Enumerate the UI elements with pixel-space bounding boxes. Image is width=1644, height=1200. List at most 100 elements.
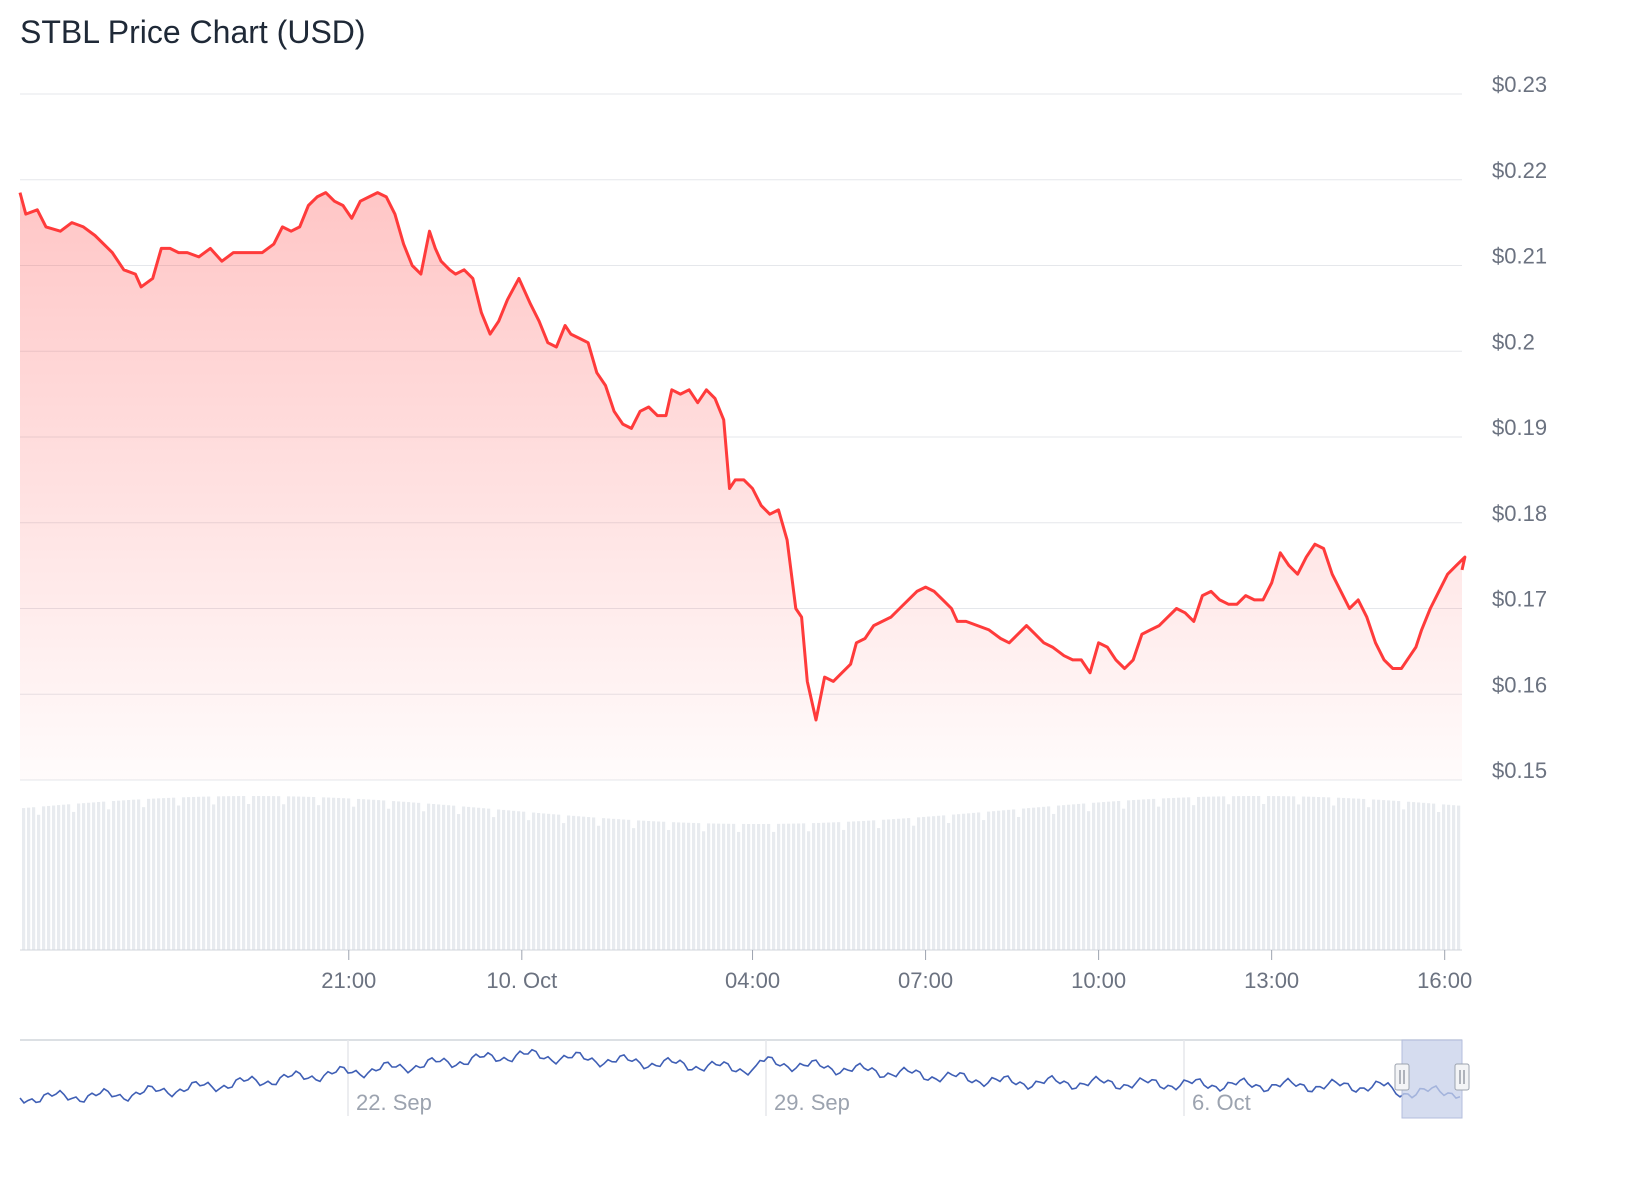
volume-bar xyxy=(427,803,431,950)
volume-bar xyxy=(257,796,261,950)
volume-bar xyxy=(917,817,921,950)
volume-bar xyxy=(1442,804,1446,950)
navigator-tick-label: 22. Sep xyxy=(356,1090,432,1115)
volume-bar xyxy=(142,807,146,950)
volume-bar xyxy=(1127,800,1131,950)
volume-bar xyxy=(392,801,396,950)
volume-bar xyxy=(912,825,916,950)
volume-bar xyxy=(447,805,451,950)
volume-bar xyxy=(1357,798,1361,950)
volume-bar xyxy=(707,823,711,950)
volume-bar xyxy=(837,822,841,950)
volume-bar xyxy=(682,822,686,950)
volume-bar xyxy=(657,821,661,950)
volume-bar xyxy=(57,805,61,950)
volume-bar xyxy=(1367,807,1371,950)
volume-bar xyxy=(1372,799,1376,950)
volume-bar xyxy=(1297,804,1301,950)
volume-bar xyxy=(237,796,241,950)
x-tick-label: 21:00 xyxy=(321,968,376,993)
volume-bar xyxy=(117,800,121,950)
volume-bar xyxy=(1192,805,1196,950)
volume-bar xyxy=(342,798,346,950)
volume-bar xyxy=(1327,797,1331,950)
volume-bar xyxy=(467,806,471,950)
volume-bar xyxy=(962,813,966,950)
volume-bar xyxy=(152,798,156,950)
volume-bar xyxy=(1207,796,1211,950)
volume-bar xyxy=(782,823,786,950)
volume-bar xyxy=(967,813,971,950)
volume-bar xyxy=(1097,802,1101,950)
volume-bar xyxy=(1052,813,1056,950)
x-tick-label: 10:00 xyxy=(1071,968,1126,993)
volume-bar xyxy=(787,823,791,950)
x-tick-label: 16:00 xyxy=(1417,968,1472,993)
volume-bar xyxy=(1392,800,1396,950)
volume-bar xyxy=(177,805,181,950)
x-tick-label: 04:00 xyxy=(725,968,780,993)
volume-bar xyxy=(1247,796,1251,950)
volume-bar xyxy=(62,804,66,950)
y-tick-label: $0.22 xyxy=(1492,158,1547,183)
volume-bar xyxy=(87,802,91,950)
volume-bar xyxy=(667,829,671,950)
volume-bar xyxy=(847,821,851,950)
volume-bar xyxy=(1202,796,1206,950)
volume-bar xyxy=(147,798,151,950)
volume-bar xyxy=(1432,803,1436,950)
volume-bar xyxy=(652,821,656,950)
volume-bar xyxy=(1087,811,1091,950)
volume-bar xyxy=(1232,796,1236,950)
volume-bar xyxy=(302,796,306,950)
volume-bar xyxy=(797,823,801,950)
volume-bar xyxy=(617,819,621,950)
navigator-line xyxy=(19,1048,1461,1104)
volume-bar xyxy=(472,807,476,950)
volume-bar xyxy=(497,809,501,950)
volume-bar xyxy=(957,814,961,950)
volume-bar xyxy=(1057,805,1061,950)
volume-bar xyxy=(197,796,201,950)
volume-bar xyxy=(1137,799,1141,950)
volume-bar xyxy=(437,804,441,950)
volume-bar xyxy=(112,800,116,950)
volume-bar xyxy=(1187,797,1191,950)
navigator-left-handle[interactable] xyxy=(1394,1063,1410,1091)
volume-bar xyxy=(382,800,386,950)
volume-bar xyxy=(352,806,356,950)
volume-bar xyxy=(807,831,811,950)
volume-bar xyxy=(1352,798,1356,950)
volume-bar xyxy=(1272,796,1276,950)
range-navigator[interactable]: 22. Sep 29. Sep 6. Oct xyxy=(19,1039,1470,1119)
volume-bar xyxy=(1337,797,1341,950)
volume-bar xyxy=(1422,802,1426,950)
navigator-selection[interactable] xyxy=(1401,1039,1463,1119)
volume-bar xyxy=(522,811,526,950)
y-axis-ticks: $0.23 $0.22 $0.21 $0.2 $0.19 $0.18 $0.17 $0.16 $… xyxy=(1492,72,1547,783)
volume-bar xyxy=(727,823,731,950)
volume-bar xyxy=(1252,796,1256,950)
volume-bar xyxy=(857,821,861,950)
volume-bar xyxy=(987,811,991,950)
volume-bar xyxy=(1197,796,1201,950)
y-tick-label: $0.18 xyxy=(1492,501,1547,526)
volume-bar xyxy=(1162,798,1166,950)
price-line[interactable] xyxy=(18,191,1467,722)
volume-bar xyxy=(1017,816,1021,950)
volume-bar xyxy=(562,823,566,950)
volume-bar xyxy=(777,823,781,950)
volume-bar xyxy=(97,802,101,950)
navigator-right-handle[interactable] xyxy=(1454,1063,1470,1091)
volume-bar xyxy=(687,822,691,950)
volume-bar xyxy=(297,796,301,950)
volume-bar xyxy=(817,822,821,950)
volume-bar xyxy=(377,800,381,950)
volume-bar xyxy=(187,797,191,950)
volume-bar xyxy=(947,822,951,950)
volume-bar xyxy=(637,820,641,950)
volume-bar xyxy=(892,819,896,950)
volume-bar xyxy=(72,811,76,950)
volume-bar xyxy=(67,804,71,950)
